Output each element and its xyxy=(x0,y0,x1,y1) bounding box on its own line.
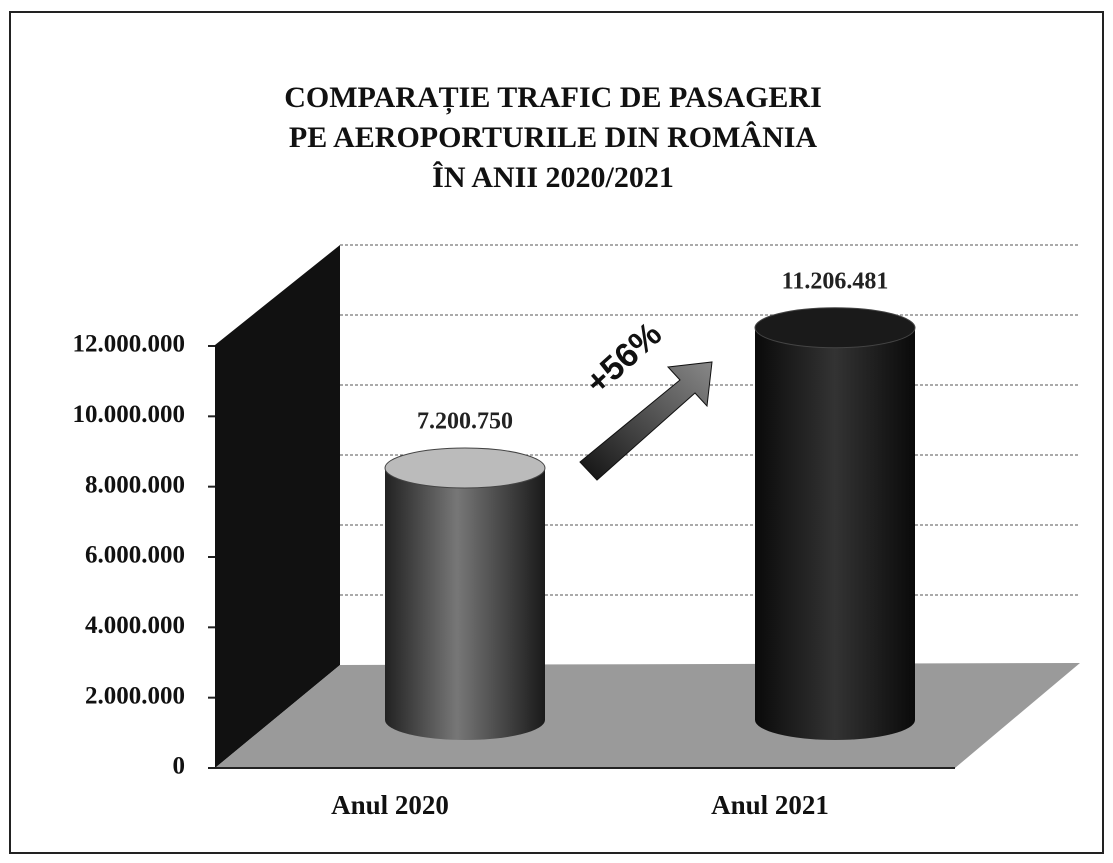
bar-top xyxy=(384,447,546,489)
bar xyxy=(755,327,915,740)
value-label: 11.206.481 xyxy=(782,268,889,294)
y-tick-label: 6.000.000 xyxy=(85,542,185,569)
y-tick-label: 2.000.000 xyxy=(85,682,185,709)
y-tick-label: 10.000.000 xyxy=(73,401,186,428)
left-wall xyxy=(215,245,340,768)
y-tick-label: 12.000.000 xyxy=(73,331,186,358)
chart-title: COMPARAȚIE TRAFIC DE PASAGERI xyxy=(284,81,822,115)
chart-title: ÎN ANII 2020/2021 xyxy=(432,161,674,194)
bar-top xyxy=(754,307,916,349)
arrow xyxy=(579,361,713,481)
floor xyxy=(215,663,1080,768)
frame xyxy=(9,11,1104,854)
value-label: 7.200.750 xyxy=(417,408,513,434)
y-tick-label: 4.000.000 xyxy=(85,612,185,639)
y-tick-label: 8.000.000 xyxy=(85,471,185,498)
x-tick-label: Anul 2020 xyxy=(331,790,449,820)
y-tick-label: 0 xyxy=(173,753,186,780)
x-tick-label: Anul 2021 xyxy=(711,790,829,820)
chart-title: PE AEROPORTURILE DIN ROMÂNIA xyxy=(289,121,817,154)
bar xyxy=(385,467,545,740)
